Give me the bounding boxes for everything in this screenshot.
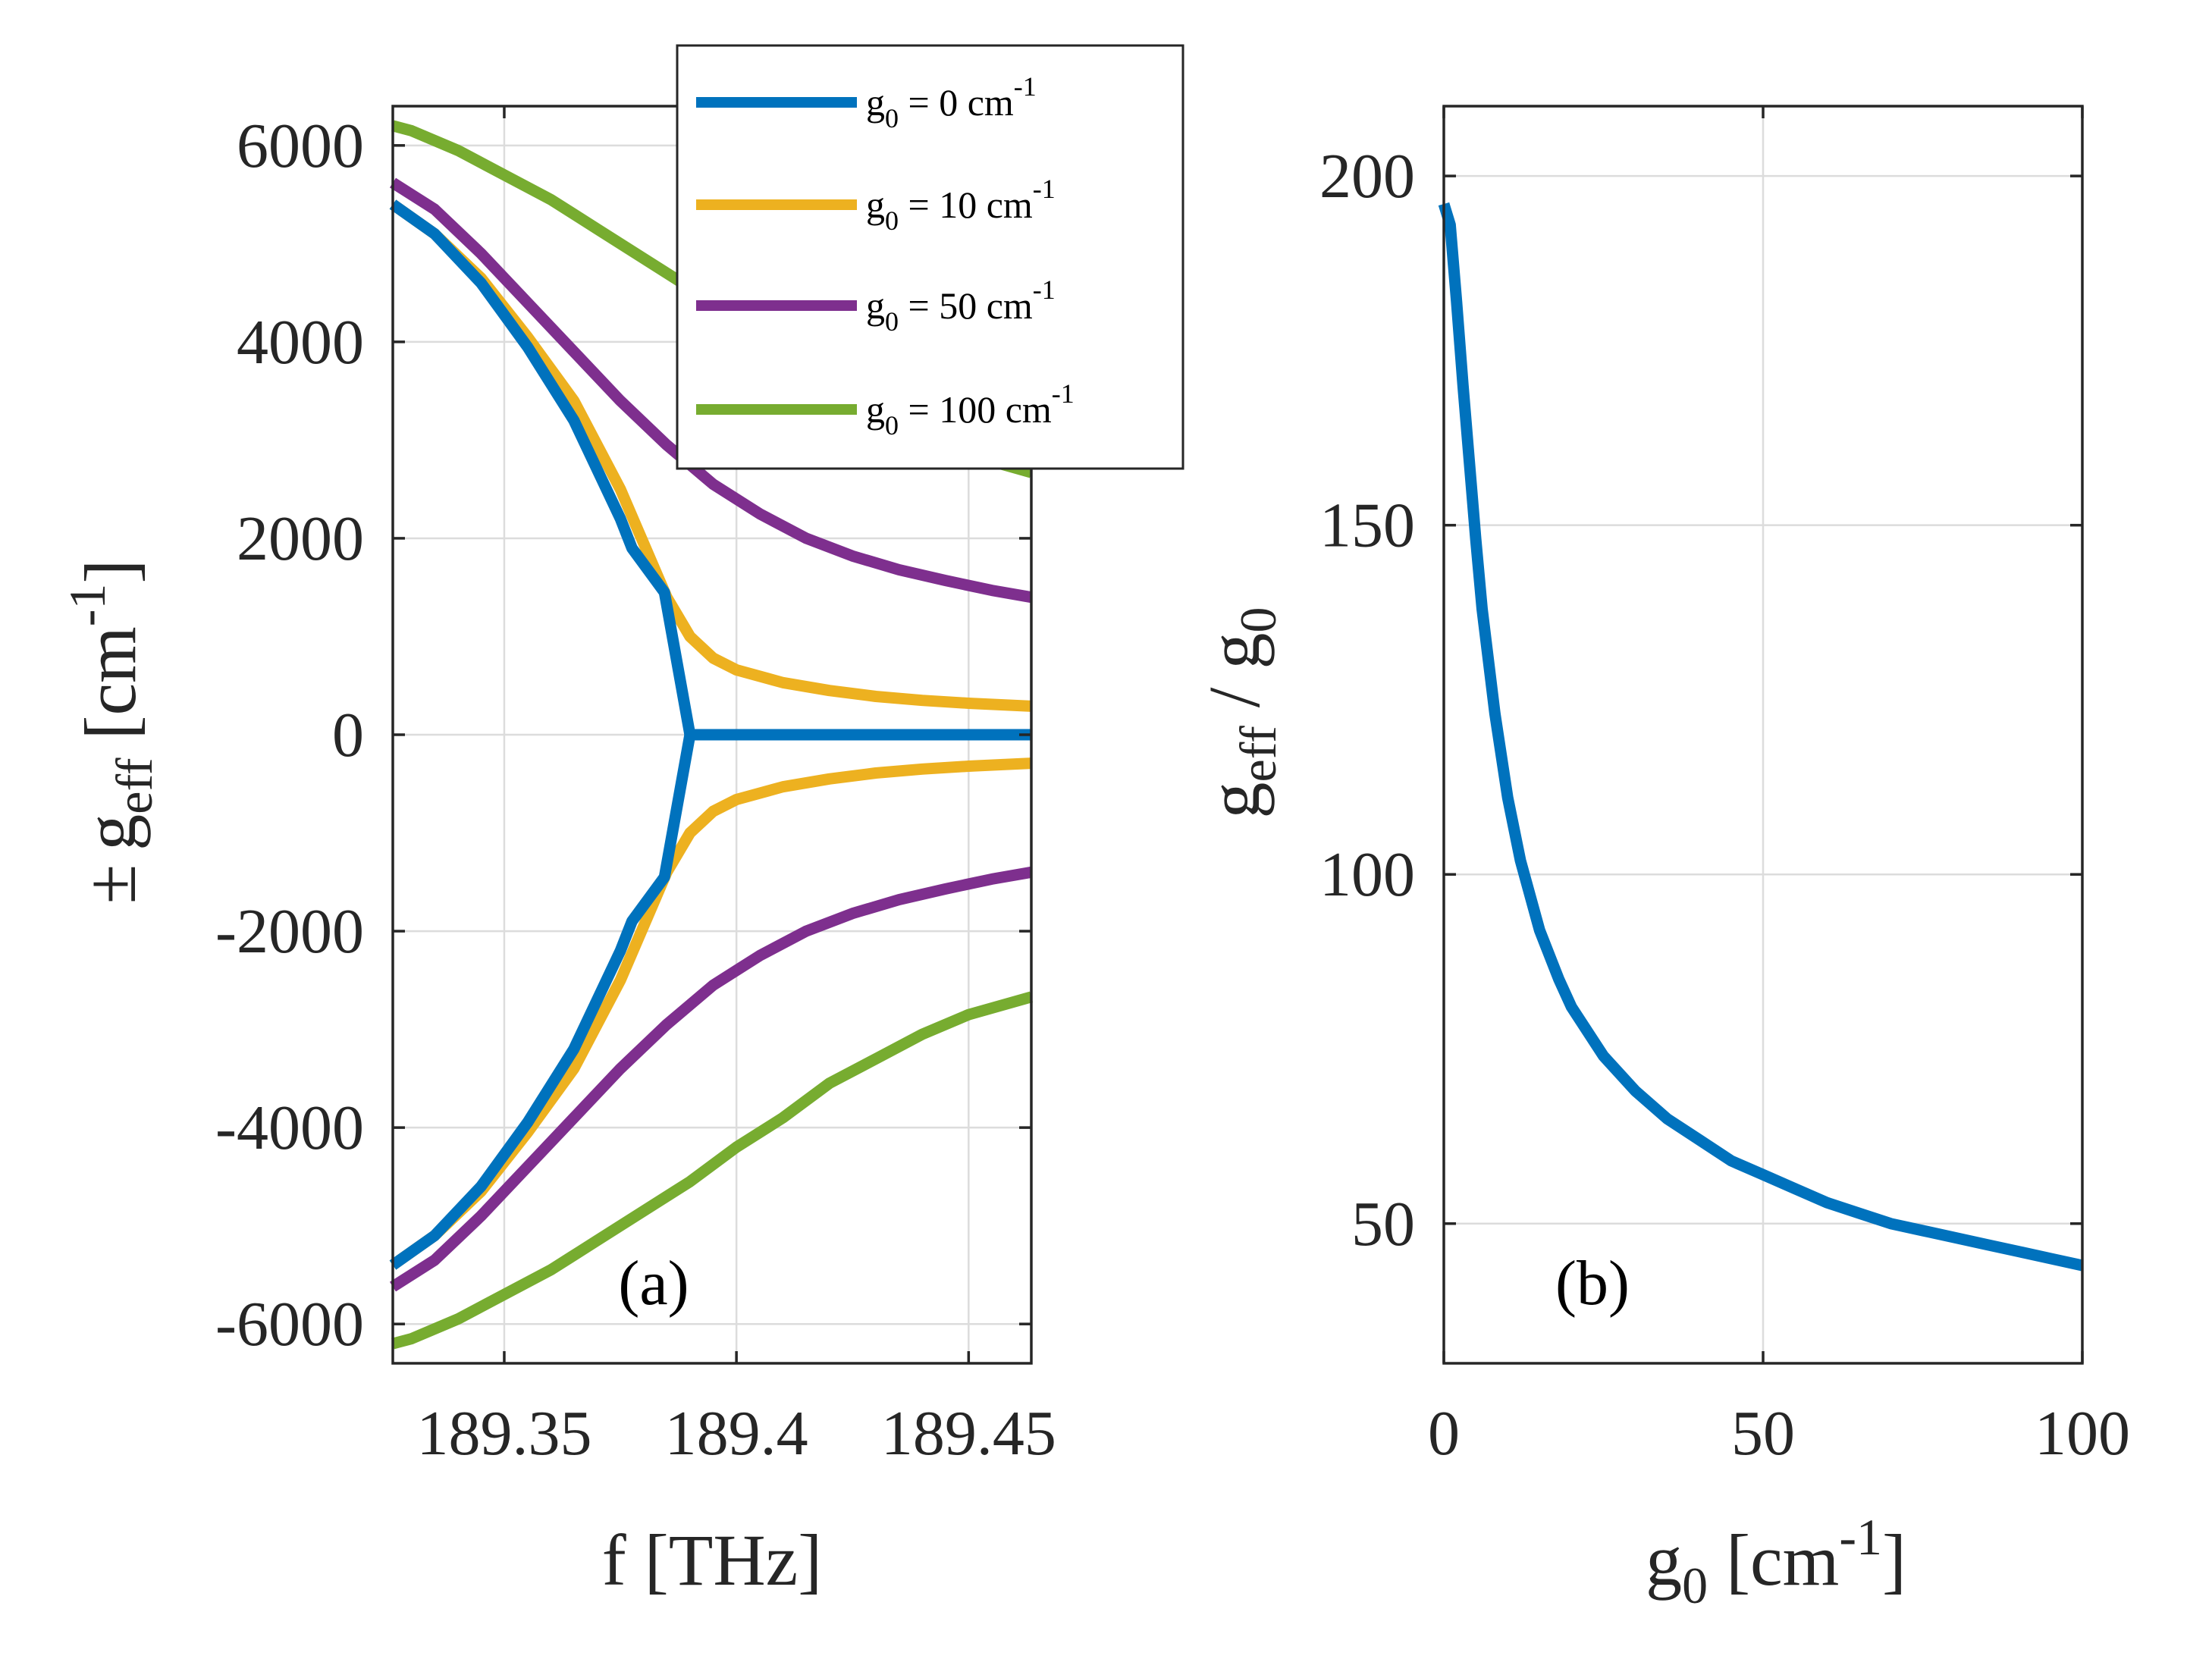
panel-a: 189.35 189.4 189.45 -6000 -4000 -2000 0 2000 400… [58, 44, 1184, 1601]
panel-a-y-axis-title-sub: eff [105, 757, 163, 814]
legend-entry-g0-100-text: = 100 cm [899, 388, 1052, 431]
panel-a-ytick-label-1: -4000 [215, 1093, 364, 1163]
panel-a-xtick-label-2: 189.45 [881, 1398, 1056, 1469]
panel-b-y-axis-title: geff / g0 [1194, 607, 1287, 819]
panel-a-y-axis-title-base: g [70, 814, 151, 851]
panel-a-ytick-label-4: 2000 [237, 503, 364, 574]
panel-a-y-axis-title-prefix: ± [70, 864, 151, 905]
panel-b-xtick-label-1: 50 [1731, 1398, 1795, 1469]
legend-entry-g0-50-sup: -1 [1033, 274, 1056, 305]
legend-entry-g0-100-base: g [866, 388, 885, 431]
panel-a-ytick-label-2: -2000 [215, 896, 364, 967]
panel-b-tick-labels: 0 50 100 50 100 150 200 [1319, 141, 2130, 1469]
panel-b-y-axis-title-slash: / [1194, 670, 1275, 726]
panel-b-x-axis-title-open: [cm [1708, 1519, 1839, 1601]
panel-a-ytick-label-3: 0 [332, 700, 364, 770]
panel-a-series-g0-0-cm-1-lower [389, 729, 1031, 1270]
legend-entry-g0-50-sub: 0 [885, 306, 899, 337]
legend-box [676, 44, 1184, 470]
panel-a-series-g0-50-cm-1-lower [389, 866, 1033, 1292]
panel-b-series-g-eff-g-0 [1438, 202, 2084, 1272]
panel-b-xtick-label-0: 0 [1428, 1398, 1460, 1469]
panel-a-y-axis-title-close: ] [70, 560, 151, 584]
legend-entry-g0-0-base: g [866, 81, 885, 124]
panel-b-xtick-label-2: 100 [2035, 1398, 2130, 1469]
panel-a-y-axis-title-sup: -1 [58, 584, 116, 627]
legend-entry-g0-50-text: = 50 cm [899, 284, 1033, 327]
panel-a-ytick-label-5: 4000 [237, 307, 364, 378]
panel-b-x-axis-title-sup: -1 [1839, 1508, 1882, 1566]
legend-entry-g0-100-sup: -1 [1052, 378, 1075, 409]
legend-entry-g0-50: g0 = 50 cm-1 [866, 274, 1056, 337]
panel-a-xtick-label-0: 189.35 [416, 1398, 591, 1469]
panel-b-ytick-label-0: 50 [1351, 1189, 1415, 1259]
panel-a-y-axis-title-open: [cm [70, 626, 151, 757]
legend-entry-g0-0-text: = 0 cm [899, 81, 1014, 124]
legend-entry-g0-0: g0 = 0 cm-1 [866, 71, 1037, 133]
legend-entry-g0-10-sup: -1 [1033, 174, 1056, 204]
legend-entry-g0-100-sub: 0 [885, 410, 899, 441]
panel-b-x-axis-title-sub: 0 [1682, 1557, 1708, 1614]
legend: g0 = 0 cm-1 g0 = 10 cm-1 g0 = 50 cm-1 g0… [676, 44, 1184, 470]
panel-a-series-g0-50-cm-1-upper [389, 177, 1033, 604]
legend-entry-g0-10-sub: 0 [885, 205, 899, 236]
panel-a-ytick-label-0: -6000 [215, 1289, 364, 1360]
panel-a-label: (a) [618, 1248, 689, 1319]
panel-a-tick-labels: 189.35 189.4 189.45 -6000 -4000 -2000 0 2000 400… [215, 111, 1056, 1469]
panel-b-y-axis-title-sub2: 0 [1229, 607, 1287, 633]
panel-b-ytick-label-2: 150 [1319, 491, 1415, 561]
panel-b-x-axis-title-close: ] [1882, 1519, 1906, 1601]
panel-b-y-axis-title-base2: g [1194, 633, 1275, 670]
panel-b-label: (b) [1555, 1248, 1630, 1319]
legend-entry-g0-0-sub: 0 [885, 103, 899, 133]
panel-b-curves [1438, 202, 2084, 1272]
panel-b-ytick-label-1: 100 [1319, 839, 1415, 910]
legend-entry-g0-10-base: g [866, 183, 885, 226]
panel-b-x-axis-title: g0 [cm-1] [1646, 1508, 1906, 1614]
panel-b-x-axis-title-base: g [1646, 1519, 1682, 1601]
legend-entry-g0-50-base: g [866, 284, 885, 327]
panel-a-y-axis-title: ± geff [cm-1] [58, 560, 163, 905]
panel-a-xtick-label-1: 189.4 [665, 1398, 808, 1469]
panel-a-ytick-label-6: 6000 [237, 111, 364, 181]
panel-b-y-axis-title-sub1: eff [1229, 726, 1287, 782]
legend-entry-g0-100: g0 = 100 cm-1 [866, 378, 1075, 441]
panel-b-y-axis-title-base1: g [1194, 782, 1275, 818]
legend-entry-g0-10-text: = 10 cm [899, 183, 1033, 226]
legend-entry-g0-0-sup: -1 [1014, 71, 1037, 102]
panel-b-ytick-label-3: 200 [1319, 141, 1415, 212]
panel-b-ticks [1442, 106, 2084, 1363]
panel-a-series-g0-100-cm-1-lower [391, 991, 1034, 1350]
panel-a-x-axis-title: f [THz] [602, 1519, 822, 1601]
legend-entry-g0-10: g0 = 10 cm-1 [866, 174, 1056, 236]
